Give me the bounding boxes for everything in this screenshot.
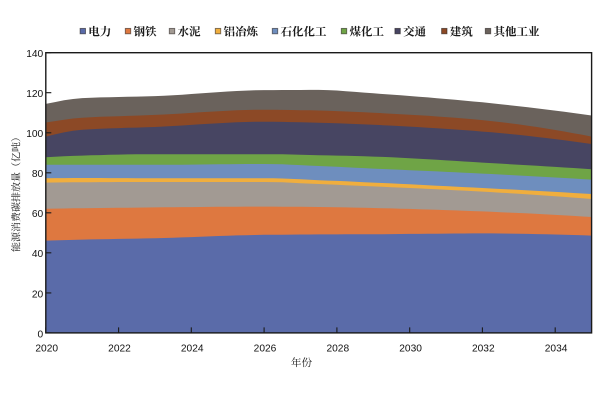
svg-text:2030: 2030 — [399, 344, 422, 355]
svg-text:100: 100 — [26, 129, 43, 140]
svg-text:2034: 2034 — [545, 344, 568, 355]
svg-text:2022: 2022 — [108, 344, 131, 355]
svg-text:40: 40 — [32, 249, 44, 260]
svg-text:0: 0 — [38, 329, 44, 340]
svg-text:2026: 2026 — [254, 344, 277, 355]
svg-text:2020: 2020 — [35, 344, 58, 355]
svg-text:80: 80 — [32, 169, 44, 180]
svg-text:20: 20 — [32, 289, 44, 300]
svg-text:60: 60 — [32, 209, 44, 220]
svg-text:2024: 2024 — [181, 344, 204, 355]
svg-text:140: 140 — [26, 49, 43, 60]
svg-text:120: 120 — [26, 89, 43, 100]
svg-text:2028: 2028 — [326, 344, 349, 355]
svg-text:2032: 2032 — [472, 344, 495, 355]
